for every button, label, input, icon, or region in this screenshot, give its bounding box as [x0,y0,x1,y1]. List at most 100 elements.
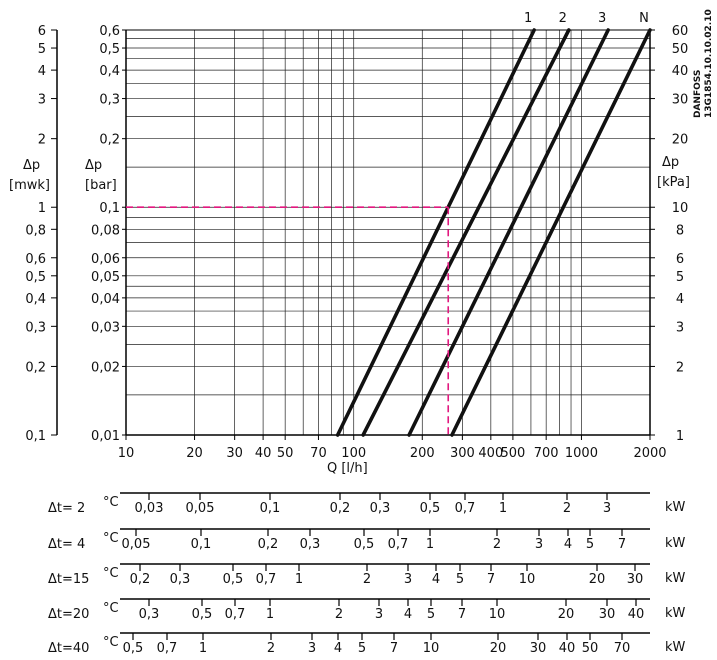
power-scale-unit-suffix: °C [103,531,119,546]
series-line-2 [361,28,571,437]
x-tick-label: 10 [118,446,135,461]
y-axis-bar-unit: [bar] [85,178,117,193]
y-mwk-tick-label: 2 [38,133,46,148]
power-scale-tick-label: 20 [490,641,507,656]
x-tick-label: 200 [410,446,435,461]
power-scale-tick-label: 0,1 [191,537,212,552]
series-line-1 [335,28,536,437]
vendor-mark-line2: 13G1854.10.10.02.10 [704,9,714,118]
y-kpa-tick-label: 2 [676,360,684,375]
power-scale-tick-label: 70 [614,641,631,656]
y-mwk-tick-label: 0,6 [25,252,46,267]
power-scale-tick-label: 0,5 [123,641,144,656]
power-scale-tick-label: 30 [627,572,644,587]
power-scale-tick-label: 7 [458,607,466,622]
y-kpa-tick-label: 50 [672,42,689,57]
y-bar-tick-label: 0,06 [91,252,120,267]
power-scale-tick-label: 4 [432,572,440,587]
x-tick-label: 40 [255,446,272,461]
power-scale-unit-suffix: °C [103,495,119,510]
x-tick-label: 400 [478,446,503,461]
power-scale-tick-label: 4 [564,537,572,552]
power-scale-tick-label: 5 [586,537,594,552]
plot-frame [56,29,651,436]
power-scale-tick-label: 2 [335,607,343,622]
power-scale-tick-label: 0,2 [330,501,351,516]
y-kpa-tick-label: 8 [676,223,684,238]
power-scale-tick-label: 0,5 [354,537,375,552]
grid [125,29,651,436]
x-tick-label: 20 [186,446,203,461]
y-mwk-tick-label: 0,5 [25,270,46,285]
power-scale-tick-label: 1 [295,572,303,587]
y-bar-tick-label: 0,3 [99,93,120,108]
power-scale-tick-label: 0,5 [223,572,244,587]
y-kpa-tick-label: 5 [676,270,684,285]
power-scale-tick-label: 1 [199,641,207,656]
power-scale-tick-label: 2 [563,501,571,516]
power-scale-tick-label: 0,05 [186,501,215,516]
y-axis-bar-tick-labels: 0,01 0,02 0,03 0,04 0,05 0,06 0,08 0,1 0,2 0,3 0,4… [91,24,126,444]
series-label-N: N [639,11,649,26]
power-scale-tick-label: 10 [489,607,506,622]
power-scale-tick-label: 0,5 [192,607,213,622]
y-axis-mwk-label: Δp [23,158,40,173]
power-scale-tick-label: 0,7 [455,501,476,516]
y-axis-bar-label: Δp [85,158,102,173]
power-scale-tick-label: 0,7 [388,537,409,552]
power-scale-tick-label: 0,1 [260,501,281,516]
power-scale-tick-label: 5 [358,641,366,656]
power-scale-tick-label: 0,7 [157,641,178,656]
series-lines: 1 2 3 N [335,11,652,437]
power-scale-tick-label: 3 [375,607,383,622]
power-scale-tick-label: 0,05 [122,537,151,552]
power-scale-tick-label: 4 [404,607,412,622]
y-bar-tick-label: 0,08 [91,223,120,238]
x-tick-label: 50 [277,446,294,461]
x-tick-label: 500 [500,446,525,461]
power-scale-tick-label: 5 [456,572,464,587]
power-scale-unit-suffix: °C [103,601,119,616]
power-scale-tick-label: 7 [390,641,398,656]
power-scales: Δt= 2 °C kW0,03 0,05 0,1 0,2 0,3 0,5 0,7 1 2 3Δt= 4… [48,492,686,656]
power-scale-tick-label: 30 [530,641,547,656]
power-scale-tick-label: 40 [628,607,645,622]
power-scale-tick-label: 10 [519,572,536,587]
power-scale-tick-label: 3 [308,641,316,656]
y-bar-tick-label: 0,4 [99,64,120,79]
power-scale-unit: kW [665,536,686,551]
power-scale-tick-label: 0,3 [170,572,191,587]
series-label-1: 1 [524,11,532,26]
x-tick-label: 30 [226,446,243,461]
x-tick-label: 700 [534,446,559,461]
y-kpa-tick-label: 30 [672,93,689,108]
power-scale-dt-label: Δt= 4 [48,537,85,552]
y-mwk-tick-label: 5 [38,42,46,57]
y-bar-tick-label: 0,01 [91,429,120,444]
power-scale-unit: kW [665,571,686,586]
series-label-2: 2 [559,11,567,26]
power-scale-tick-label: 3 [535,537,543,552]
power-scale-tick-label: 0,3 [370,501,391,516]
power-scale-tick-label: 50 [582,641,599,656]
y-axis-kpa-tick-labels: 1 2 3 4 5 6 8 10 20 30 40 50 60 [650,24,688,444]
y-mwk-tick-label: 0,4 [25,292,46,307]
power-scale-tick-label: 2 [493,537,501,552]
y-bar-tick-label: 0,03 [91,320,120,335]
y-mwk-tick-label: 3 [38,93,46,108]
power-scale-tick-label: 20 [589,572,606,587]
power-scale-dt-label: Δt=40 [48,641,89,656]
power-scale-tick-label: 0,7 [256,572,277,587]
power-scale-tick-label: 5 [427,607,435,622]
y-mwk-tick-label: 0,2 [25,360,46,375]
y-bar-tick-label: 0,05 [91,270,120,285]
power-scale-tick-label: 0,2 [130,572,151,587]
power-scale-tick-label: 3 [603,501,611,516]
series-line-N [450,28,652,437]
power-scale-unit-suffix: °C [103,635,119,650]
power-scale-tick-label: 0,03 [135,501,164,516]
power-scale-row: Δt=20 °C kW 0,3 0,5 0,7 1 2 3 4 5 7 10 20 30 40 [48,598,686,622]
power-scale-tick-label: 0,3 [139,607,160,622]
power-scale-tick-label: 40 [559,641,576,656]
vendor-mark: DANFOSS 13G1854.10.10.02.10 [693,9,714,118]
